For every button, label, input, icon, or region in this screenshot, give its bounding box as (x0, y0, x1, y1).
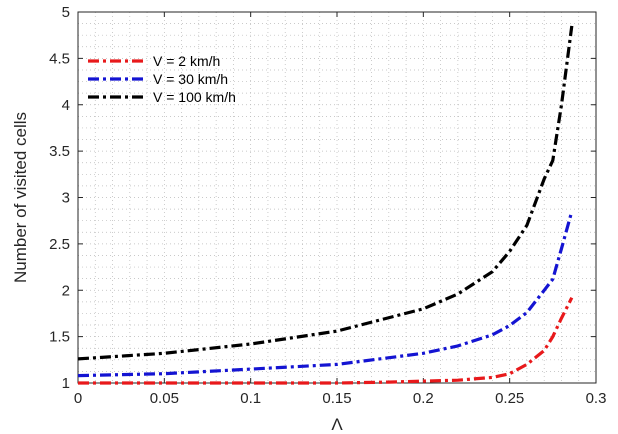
series-line-1 (78, 296, 574, 385)
y-tick-label: 3.5 (49, 143, 70, 160)
y-tick-label: 1.5 (49, 329, 70, 346)
y-tick-label: 4 (62, 97, 70, 114)
legend-label-3: V = 100 km/h (153, 89, 236, 105)
y-tick-label: 3 (62, 190, 70, 207)
series-line-2 (77, 210, 574, 378)
legend: V = 2 km/h V = 30 km/h V = 100 km/h (88, 53, 236, 105)
x-axis-label: Λ (331, 415, 343, 434)
x-tick-label: 0.3 (586, 390, 607, 407)
legend-label-2: V = 30 km/h (153, 71, 228, 87)
x-tick-label: 0.1 (240, 390, 261, 407)
x-tick-label: 0.25 (495, 390, 524, 407)
y-tick-label: 5 (62, 4, 70, 21)
y-tick-label: 4.5 (49, 50, 70, 67)
y-tick-label: 1 (62, 375, 70, 392)
x-tick-label: 0.05 (150, 390, 179, 407)
axis-ticks: 0 0.05 0.1 0.15 0.2 0.25 0.3 1 1.5 2 2.5 3 3.5 4 4.5 5 (49, 4, 606, 407)
x-tick-label: 0 (74, 390, 82, 407)
series-layer (77, 25, 574, 385)
x-tick-label: 0.15 (322, 390, 351, 407)
x-tick-label: 0.2 (413, 390, 434, 407)
y-axis-label: Number of visited cells (11, 112, 30, 283)
y-tick-label: 2.5 (49, 236, 70, 253)
legend-label-1: V = 2 km/h (153, 53, 220, 69)
series-line-3 (77, 25, 574, 361)
y-tick-label: 2 (62, 282, 70, 299)
